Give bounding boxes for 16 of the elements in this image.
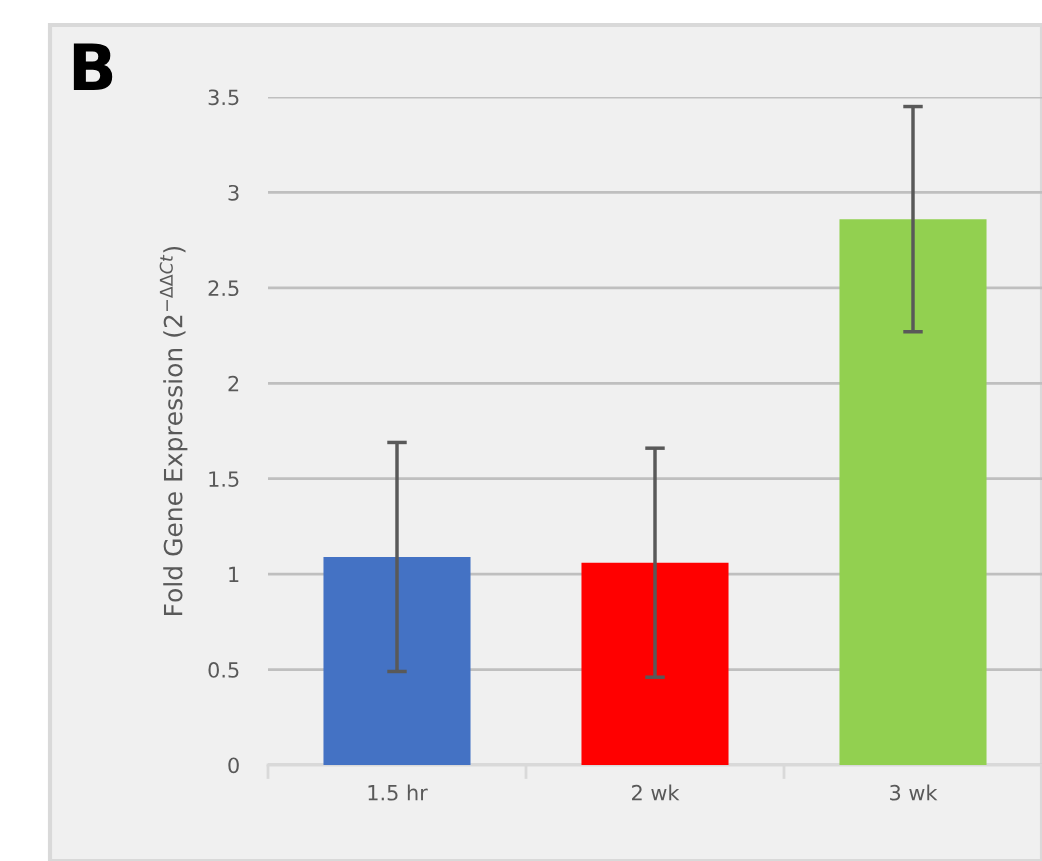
y-tick-label: 3 xyxy=(228,184,239,201)
x-tick-label: 3 wk xyxy=(890,784,938,801)
y-tick-label: 1.5 xyxy=(209,471,239,487)
y-tick-label: 2.5 xyxy=(208,280,239,297)
x-tick-label: 1.5 hr xyxy=(368,784,428,801)
x-tick-label: 2 wk xyxy=(632,784,680,801)
text: B xyxy=(73,43,113,90)
bar xyxy=(839,219,987,765)
bar xyxy=(581,562,729,765)
y-tick-label: 3.5 xyxy=(208,89,239,106)
bar xyxy=(323,556,471,765)
y-axis-title: Fold Gene Expression (2$^{−ΔΔCt}$) xyxy=(159,246,188,615)
y-tick-label: 0.5 xyxy=(208,662,239,678)
y-tick-label: 1 xyxy=(229,566,239,583)
y-tick-label: 2 xyxy=(228,375,239,392)
y-tick-label: 0 xyxy=(228,757,239,774)
